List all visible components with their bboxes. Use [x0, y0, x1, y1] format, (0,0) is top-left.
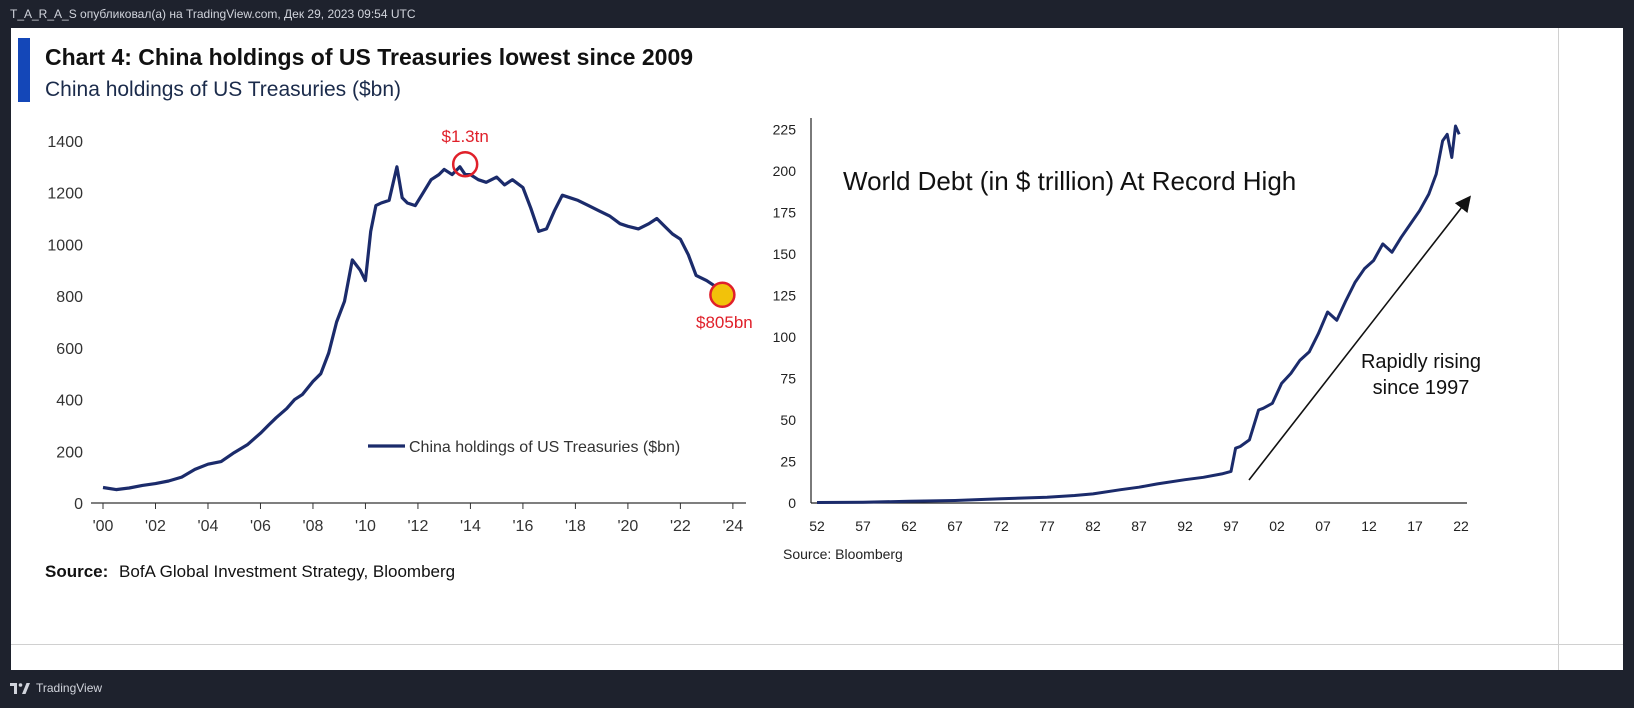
- right-annotation-line1: Rapidly rising: [1361, 351, 1481, 373]
- left-y-axis: 0 200 400 600 800 1000 1200 1400: [47, 134, 83, 513]
- right-y-tick-label: 150: [773, 246, 797, 262]
- left-x-tick-label: '06: [250, 518, 271, 535]
- left-y-tick-label: 800: [56, 289, 83, 306]
- left-y-tick-label: 1400: [47, 134, 83, 151]
- peak-marker: [451, 150, 479, 178]
- left-x-tick-label: '22: [670, 518, 691, 535]
- right-y-tick-label: 25: [780, 453, 796, 469]
- left-y-tick-label: 1200: [47, 186, 83, 203]
- left-y-tick-label: 1000: [47, 237, 83, 254]
- left-series-line: [102, 165, 724, 492]
- left-source-label: Source:: [45, 562, 108, 581]
- right-y-tick-label: 125: [773, 287, 797, 303]
- right-x-tick-label: 17: [1407, 518, 1423, 534]
- left-chart-title: Chart 4: China holdings of US Treasuries…: [45, 44, 693, 70]
- title-accent-bar: [18, 38, 30, 102]
- left-y-tick-label: 0: [74, 496, 83, 513]
- right-x-axis: 52 57 62 67 72 77 82 87 92 97 02 07 12 17 22: [809, 518, 1469, 534]
- right-x-tick-label: 62: [901, 518, 917, 534]
- left-y-tick-label: 400: [56, 393, 83, 410]
- left-x-tick-label: '20: [617, 518, 638, 535]
- latest-marker: [709, 281, 736, 309]
- left-source-text: BofA Global Investment Strategy, Bloombe…: [119, 562, 455, 581]
- right-annotation-line2: since 1997: [1373, 377, 1470, 399]
- right-x-tick-label: 67: [947, 518, 963, 534]
- right-x-tick-label: 72: [993, 518, 1009, 534]
- right-x-tick-label: 52: [809, 518, 825, 534]
- right-x-tick-label: 07: [1315, 518, 1331, 534]
- left-x-tick-label: '24: [722, 518, 743, 535]
- left-chart-source: Source: BofA Global Investment Strategy,…: [45, 562, 455, 581]
- peak-label: $1.3tn: [442, 127, 489, 146]
- left-y-tick-label: 600: [56, 341, 83, 358]
- left-x-tick-label: '14: [460, 518, 481, 535]
- right-chart-title: World Debt (in $ trillion) At Record Hig…: [843, 166, 1296, 196]
- right-x-tick-label: 92: [1177, 518, 1193, 534]
- right-y-tick-label: 175: [773, 204, 797, 220]
- left-x-tick-label: '16: [512, 518, 533, 535]
- canvas-divider-horizontal: [11, 644, 1623, 645]
- right-x-tick-label: 87: [1131, 518, 1147, 534]
- right-x-tick-label: 82: [1085, 518, 1101, 534]
- right-x-tick-label: 97: [1223, 518, 1239, 534]
- tradingview-logo-icon: [10, 682, 30, 694]
- left-x-tick-label: '18: [565, 518, 586, 535]
- left-x-tick-label: '08: [303, 518, 324, 535]
- right-y-tick-label: 0: [788, 495, 796, 511]
- left-x-axis: '00 '02 '04 '06 '08 '10 '12 '14 '16 '18 '20 '22 '24: [93, 503, 743, 535]
- footer-bar: TradingView: [0, 672, 1634, 705]
- right-y-tick-label: 100: [773, 329, 797, 345]
- left-x-tick-label: '02: [145, 518, 166, 535]
- right-x-tick-label: 57: [855, 518, 871, 534]
- header-text: T_A_R_A_S опубликовал(а) на TradingView.…: [10, 7, 416, 21]
- chart-canvas: Chart 4: China holdings of US Treasuries…: [11, 28, 1623, 670]
- right-y-tick-label: 75: [780, 370, 796, 386]
- left-legend-label: China holdings of US Treasuries ($bn): [409, 439, 680, 456]
- latest-label: $805bn: [696, 313, 753, 332]
- header-bar: T_A_R_A_S опубликовал(а) на TradingView.…: [0, 0, 1634, 28]
- right-x-tick-label: 02: [1269, 518, 1285, 534]
- right-x-tick-label: 12: [1361, 518, 1377, 534]
- right-x-tick-label: 77: [1039, 518, 1055, 534]
- left-y-tick-label: 200: [56, 444, 83, 461]
- trend-arrow: [1248, 195, 1471, 481]
- left-x-tick-label: '12: [408, 518, 429, 535]
- left-x-tick-label: '10: [355, 518, 376, 535]
- right-chart-source: Source: Bloomberg: [783, 546, 903, 562]
- footer-brand-text: TradingView: [36, 681, 103, 695]
- right-y-axis: 0 25 50 75 100 125 150 175 200 225: [773, 121, 797, 511]
- right-y-tick-label: 200: [773, 163, 797, 179]
- canvas-divider-vertical: [1558, 28, 1559, 670]
- right-y-tick-label: 50: [780, 412, 796, 428]
- chart-svg: Chart 4: China holdings of US Treasuries…: [18, 38, 1481, 581]
- left-x-tick-label: '04: [198, 518, 219, 535]
- right-y-tick-label: 225: [773, 121, 797, 137]
- right-x-tick-label: 22: [1453, 518, 1469, 534]
- right-series-line: [816, 124, 1461, 504]
- left-chart-subtitle: China holdings of US Treasuries ($bn): [45, 78, 401, 101]
- left-x-tick-label: '00: [93, 518, 114, 535]
- footer-brand[interactable]: TradingView: [0, 672, 102, 705]
